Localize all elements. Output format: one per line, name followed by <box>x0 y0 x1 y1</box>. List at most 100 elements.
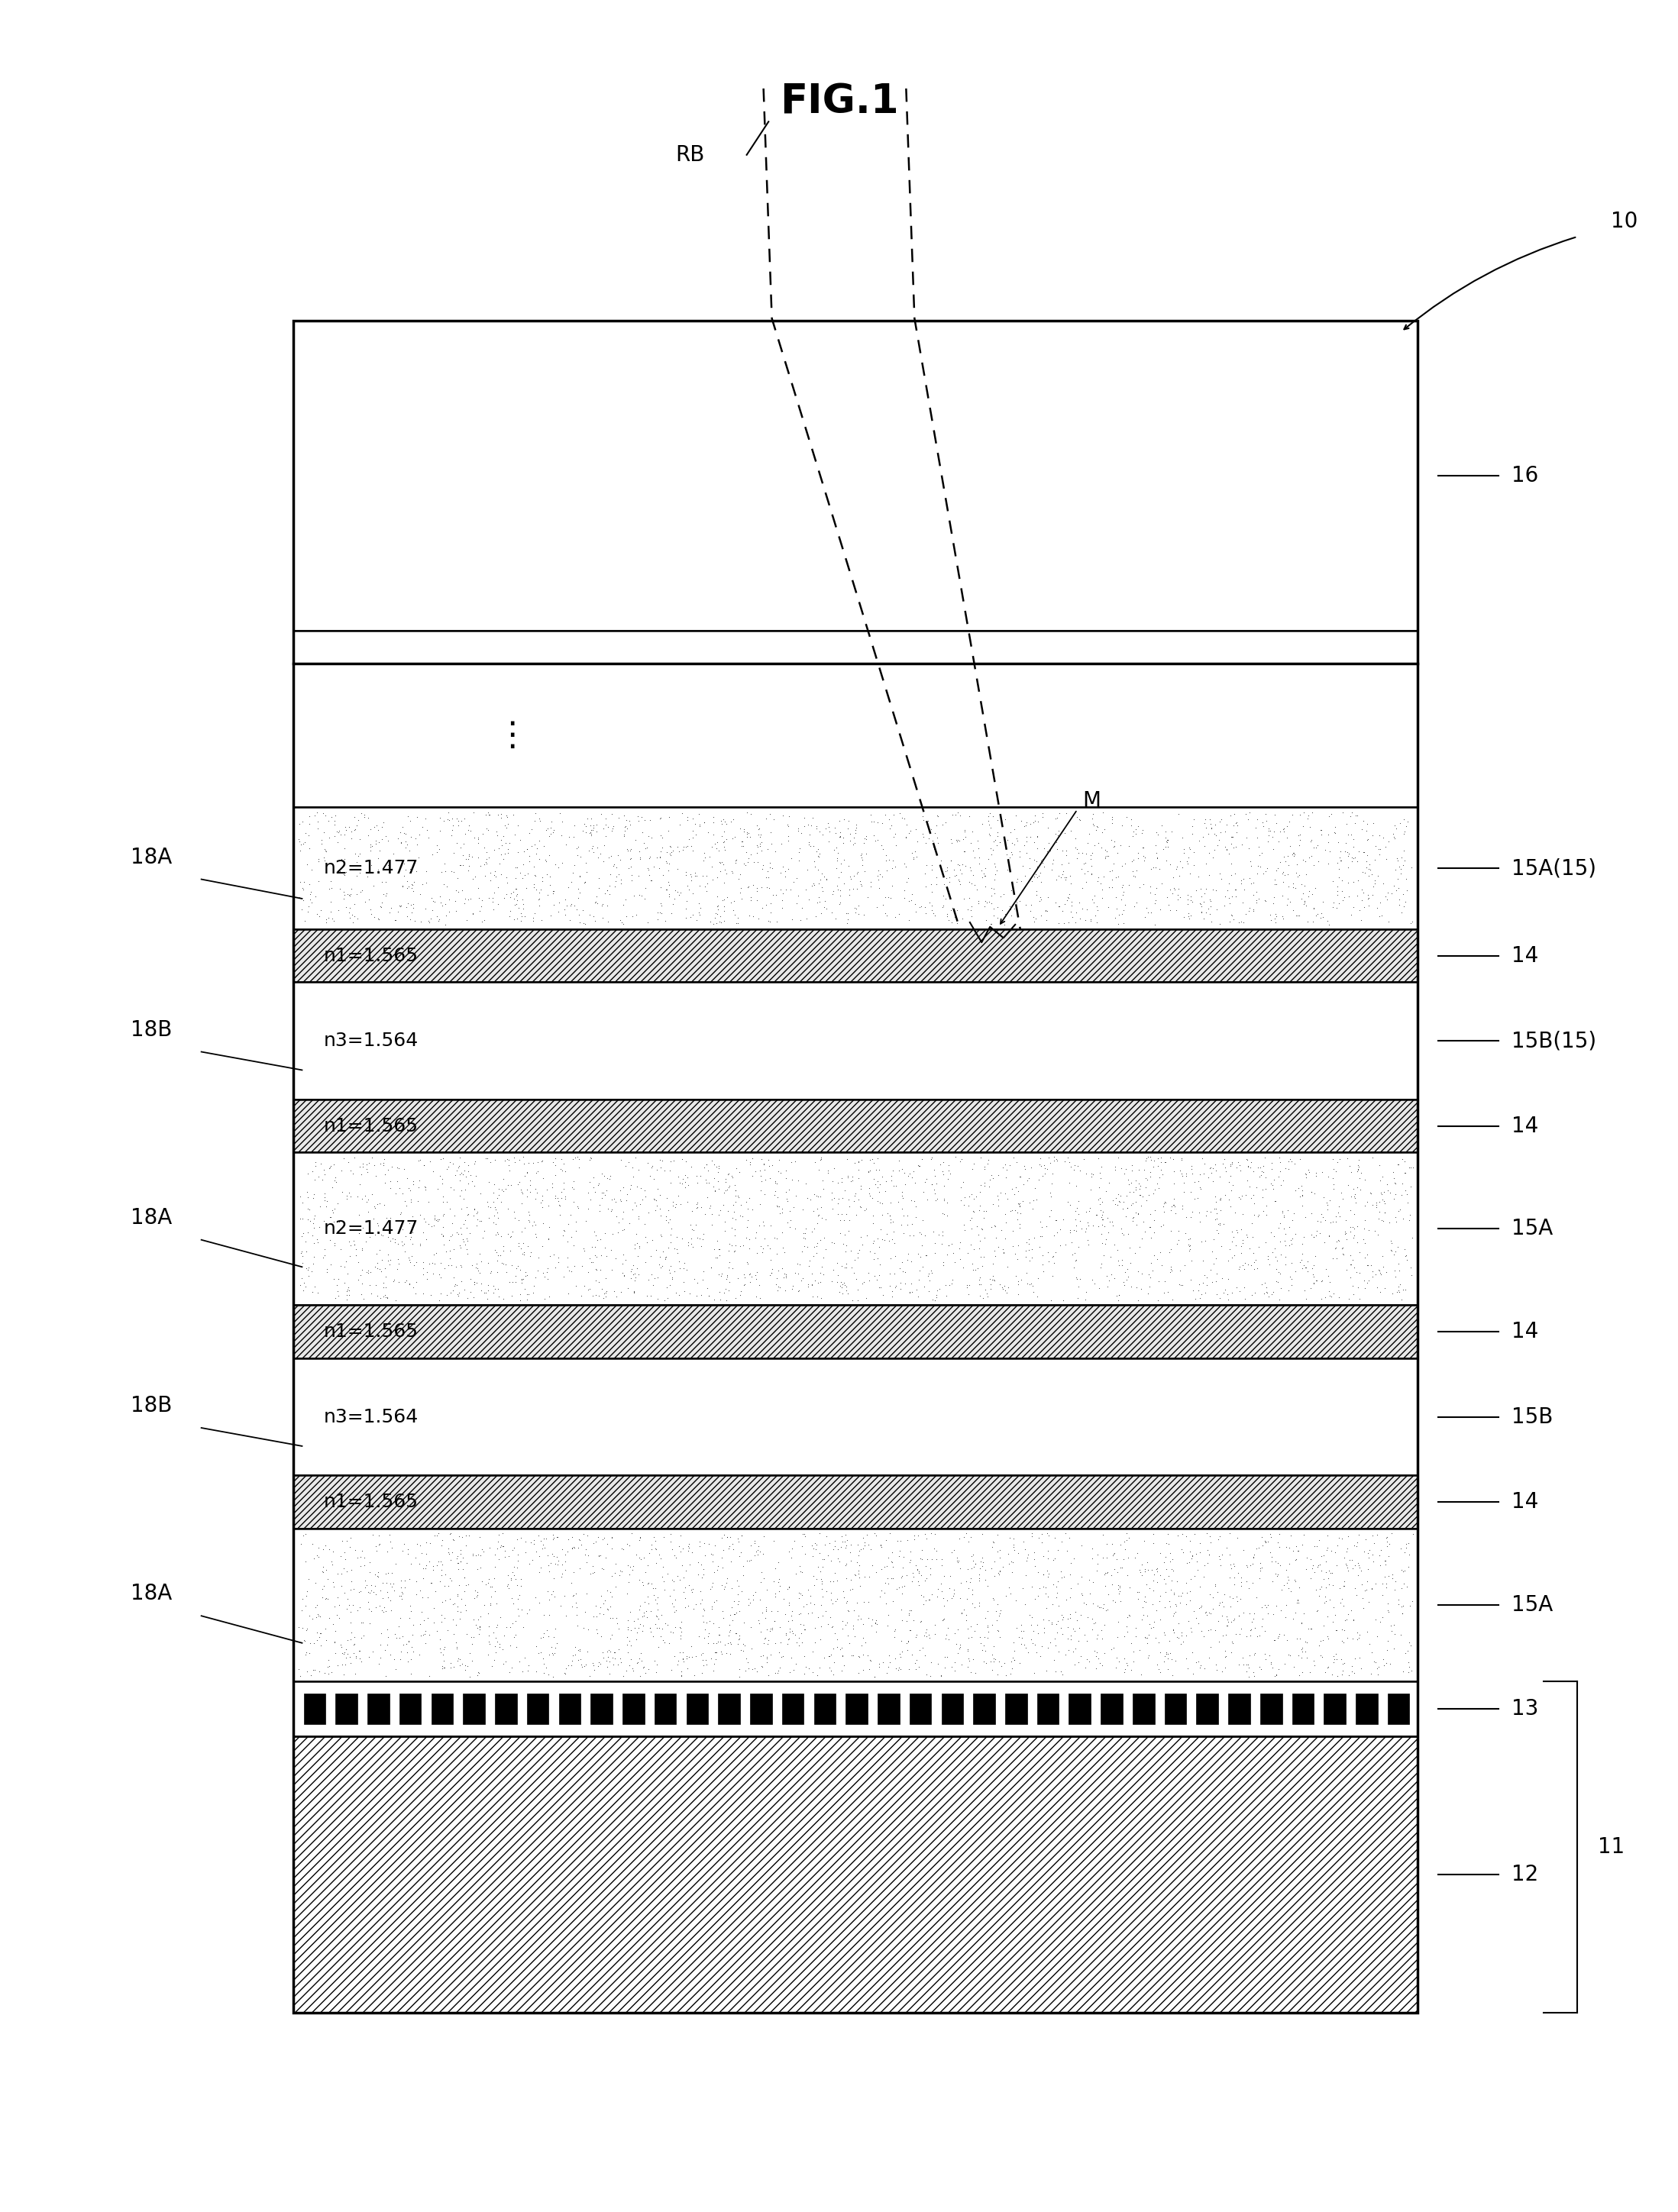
Point <box>329 1152 356 1188</box>
Point <box>539 1166 565 1201</box>
Point <box>666 876 693 911</box>
Point <box>668 876 695 911</box>
Point <box>336 894 362 929</box>
Point <box>512 1524 539 1559</box>
Point <box>1082 1606 1109 1641</box>
Point <box>1275 1150 1302 1186</box>
Bar <box>294 1152 1418 1305</box>
Point <box>564 891 591 927</box>
Point <box>1074 1641 1101 1677</box>
Point <box>1284 898 1311 933</box>
Point <box>456 847 483 883</box>
Point <box>1089 1648 1116 1683</box>
Point <box>344 858 371 894</box>
Point <box>757 905 784 940</box>
Point <box>841 1619 868 1655</box>
Point <box>418 1208 445 1243</box>
Point <box>341 1657 367 1692</box>
Point <box>738 1610 765 1646</box>
Point <box>1334 1597 1361 1632</box>
Point <box>1208 1228 1235 1263</box>
Point <box>804 885 831 920</box>
Point <box>829 1652 856 1688</box>
Point <box>574 1575 601 1610</box>
Point <box>324 1597 351 1632</box>
Point <box>1146 891 1173 927</box>
Text: 12: 12 <box>1512 1865 1539 1885</box>
Point <box>690 1597 717 1632</box>
Point <box>1176 1562 1203 1597</box>
Point <box>584 1223 611 1259</box>
Point <box>1158 1250 1185 1285</box>
Point <box>1123 1194 1149 1230</box>
Point <box>1201 1179 1228 1214</box>
Point <box>930 878 956 914</box>
Point <box>1371 1194 1398 1230</box>
Point <box>888 1524 915 1559</box>
Bar <box>399 1694 421 1725</box>
Point <box>715 1157 742 1192</box>
Point <box>738 1528 765 1564</box>
Point <box>725 1179 752 1214</box>
Point <box>661 872 688 907</box>
Point <box>748 834 775 869</box>
Point <box>842 812 869 847</box>
Point <box>334 1181 361 1217</box>
Point <box>1124 1582 1151 1617</box>
Point <box>775 1586 802 1621</box>
Point <box>799 1267 826 1303</box>
Point <box>659 834 686 869</box>
Point <box>448 1544 475 1579</box>
Point <box>664 1159 691 1194</box>
Point <box>443 825 470 860</box>
Point <box>1159 876 1186 911</box>
Point <box>675 1650 701 1686</box>
Point <box>356 1590 383 1626</box>
Point <box>577 807 604 843</box>
Point <box>866 1650 893 1686</box>
Point <box>1347 883 1374 918</box>
Point <box>1378 1232 1404 1267</box>
Point <box>1393 1155 1420 1190</box>
Point <box>349 1232 376 1267</box>
Point <box>1153 814 1180 849</box>
Point <box>483 1610 510 1646</box>
Point <box>864 1141 891 1177</box>
Point <box>918 1256 945 1292</box>
Point <box>386 1579 413 1615</box>
Point <box>769 883 795 918</box>
Point <box>629 814 656 849</box>
Point <box>461 1250 488 1285</box>
Point <box>477 1190 503 1225</box>
Point <box>1200 1150 1227 1186</box>
Point <box>332 1648 359 1683</box>
Text: ⋮: ⋮ <box>495 719 529 752</box>
Point <box>696 1188 723 1223</box>
Point <box>1173 843 1200 878</box>
Point <box>673 883 700 918</box>
Point <box>1066 1230 1092 1265</box>
Point <box>787 1597 814 1632</box>
Point <box>1175 841 1201 876</box>
Point <box>1217 1148 1243 1183</box>
Point <box>1337 1648 1364 1683</box>
Point <box>560 807 587 843</box>
Point <box>1252 1223 1279 1259</box>
Point <box>367 1593 394 1628</box>
Point <box>849 847 876 883</box>
Point <box>584 885 611 920</box>
Point <box>1307 1203 1334 1239</box>
Point <box>1195 1533 1222 1568</box>
Point <box>782 1254 809 1290</box>
Point <box>411 1604 438 1639</box>
Point <box>664 1237 691 1272</box>
Point <box>1233 1141 1260 1177</box>
Point <box>1156 847 1183 883</box>
Point <box>510 891 537 927</box>
Point <box>906 1214 933 1250</box>
Point <box>1144 1652 1171 1688</box>
Point <box>475 1617 502 1652</box>
Point <box>753 1593 780 1628</box>
Point <box>1265 1617 1292 1652</box>
Point <box>1010 1166 1037 1201</box>
